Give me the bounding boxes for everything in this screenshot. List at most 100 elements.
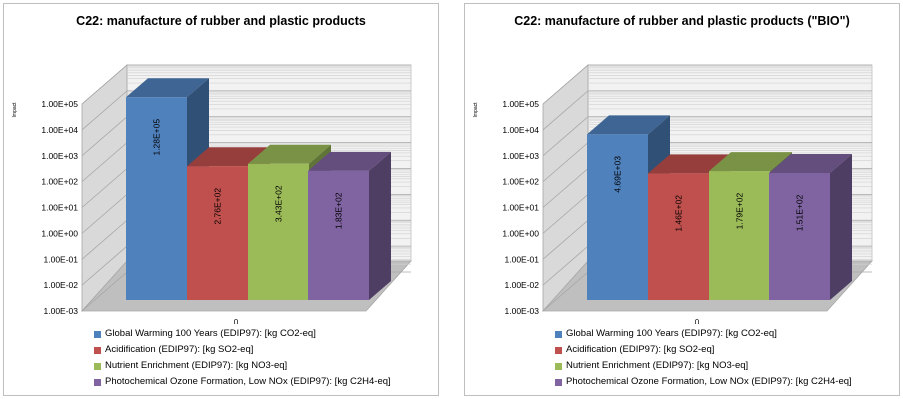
chart-legend: Global Warming 100 Years (EDIP97): [kg C… [555,326,852,390]
bar-front [248,163,309,300]
bar-front [308,170,369,300]
y-tick-label: 1.00E+05 [502,99,539,109]
legend-item: Photochemical Ozone Formation, Low NOx (… [94,374,391,390]
bar-top [308,151,391,171]
x-category-label: 0 [695,318,700,324]
bar-front [648,173,709,300]
gridline [542,90,589,131]
legend-label: Global Warming 100 Years (EDIP97): [kg C… [105,328,316,339]
data-label: 2.76E+02 [213,188,223,225]
bar-top [587,115,670,135]
bar-top [648,154,731,174]
bar-front [187,166,248,300]
legend-label: Photochemical Ozone Formation, Low NOx (… [566,376,852,387]
y-tick-label: 1.00E-02 [505,280,540,290]
gridline [81,194,128,234]
y-tick-label: 1.00E+01 [502,203,539,213]
bar-top [709,152,792,172]
gridline [81,219,128,260]
y-tick-label: 1.00E+02 [41,177,78,187]
data-label: 4.69E+03 [613,156,623,193]
legend-item: Global Warming 100 Years (EDIP97): [kg C… [94,326,391,342]
y-tick-label: 1.00E+03 [502,151,539,161]
y-axis-title: Impact [473,102,479,118]
legend-swatch [555,362,562,370]
y-tick-label: 1.00E+00 [41,228,78,238]
gridline [81,271,128,312]
gridline [81,64,128,105]
legend-item: Nutrient Enrichment (EDIP97): [kg NO3-eq… [555,358,852,374]
bar-side [830,153,852,300]
y-tick-label: 1.00E+02 [502,177,539,187]
bar-front [709,171,770,300]
gridline [542,116,589,157]
legend-swatch [94,378,101,386]
y-tick-label: 1.00E+01 [41,203,78,213]
chart-plot-area: 1.00E-03 1.00E-02 1.00E-01 1.00E+00 1.00E+01… [12,64,412,324]
legend-swatch [94,330,101,338]
bar-side [369,151,391,300]
bar-top [248,144,331,164]
bar-top [187,147,270,167]
data-label: 1.83E+02 [334,192,344,229]
data-label: 1.28E+05 [152,119,162,156]
y-tick-label: 1.00E+05 [41,99,78,109]
legend-item: Acidification (EDIP97): [kg SO2-eq] [555,342,852,358]
data-label: 1.79E+02 [735,192,745,229]
x-category-label: 0 [234,318,239,324]
bar-front [126,97,187,300]
bar-4 [769,153,852,300]
data-label: 3.43E+02 [274,185,284,222]
gridline [542,64,589,105]
bar-top [126,78,209,98]
gridline [542,271,589,312]
y-tick-label: 1.00E+04 [41,125,78,135]
legend-label: Global Warming 100 Years (EDIP97): [kg C… [566,328,777,339]
y-tick-label: 1.00E+00 [502,228,539,238]
legend-swatch [555,330,562,338]
y-axis-title: Impact [12,102,18,118]
y-tick-label: 1.00E-03 [505,306,540,316]
y-tick-label: 1.00E-01 [44,254,79,264]
gridline [542,168,589,208]
chart-panel-left: C22: manufacture of rubber and plastic p… [3,3,439,396]
chart-plot-area: 1.00E-03 1.00E-02 1.00E-01 1.00E+00 1.00E+01… [473,64,873,324]
y-tick-label: 1.00E-03 [44,306,79,316]
gridline [542,142,589,182]
legend-label: Nutrient Enrichment (EDIP97): [kg NO3-eq… [105,360,288,371]
legend-label: Acidification (EDIP97): [kg SO2-eq] [566,344,715,355]
legend-item: Global Warming 100 Years (EDIP97): [kg C… [555,326,852,342]
gridline [81,116,128,157]
bar-top [769,153,852,173]
gridline [81,168,128,208]
legend-label: Photochemical Ozone Formation, Low NOx (… [105,376,391,387]
chart-legend: Global Warming 100 Years (EDIP97): [kg C… [94,326,391,390]
gridline [81,245,128,286]
gridline [81,90,128,131]
data-label: 1.46E+02 [674,195,684,232]
gridline [542,219,589,260]
y-tick-label: 1.00E+04 [502,125,539,135]
bar-4 [308,151,391,300]
gridline [542,194,589,234]
y-tick-label: 1.00E-02 [44,280,79,290]
legend-item: Photochemical Ozone Formation, Low NOx (… [555,374,852,390]
gridline [81,142,128,182]
y-tick-label: 1.00E+03 [41,151,78,161]
bar-front [769,172,830,300]
legend-swatch [94,362,101,370]
legend-swatch [555,378,562,386]
legend-label: Acidification (EDIP97): [kg SO2-eq] [105,344,254,355]
gridline [542,245,589,286]
legend-label: Nutrient Enrichment (EDIP97): [kg NO3-eq… [566,360,749,371]
data-label: 1.51E+02 [795,194,805,231]
chart-title: C22: manufacture of rubber and plastic p… [514,14,850,28]
chart-title: C22: manufacture of rubber and plastic p… [76,14,366,28]
y-tick-label: 1.00E-01 [505,254,540,264]
bar-front [587,134,648,300]
legend-item: Acidification (EDIP97): [kg SO2-eq] [94,342,391,358]
legend-item: Nutrient Enrichment (EDIP97): [kg NO3-eq… [94,358,391,374]
legend-swatch [94,346,101,354]
chart-panel-right: C22: manufacture of rubber and plastic p… [464,3,900,396]
legend-swatch [555,346,562,354]
